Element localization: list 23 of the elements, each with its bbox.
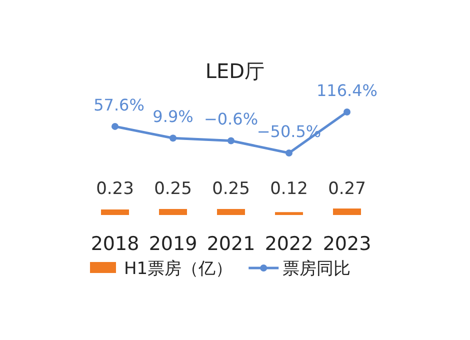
data-label: 0.23 <box>96 179 134 199</box>
x-tick-label: 2018 <box>90 233 140 255</box>
x-tick-label: 2021 <box>206 233 256 255</box>
data-label: 9.9% <box>152 107 194 126</box>
point <box>170 134 176 142</box>
x-tick-label: 2022 <box>264 233 314 255</box>
data-label: 0.25 <box>212 179 250 199</box>
point <box>286 150 292 156</box>
data-label: 0.27 <box>328 179 366 199</box>
data-label: 0.12 <box>270 179 308 199</box>
chart-title: LED厅 <box>205 59 265 83</box>
data-label: −0.6% <box>204 110 258 129</box>
x-tick-label: 2019 <box>148 233 198 255</box>
point <box>344 108 350 116</box>
x-tick-label: 2023 <box>322 233 372 255</box>
legend-label: 票房同比 <box>282 259 351 279</box>
point <box>112 122 118 130</box>
legend-label: H1票房（亿） <box>124 259 233 279</box>
data-label: −50.5% <box>256 122 322 141</box>
data-label: 0.25 <box>154 179 192 199</box>
data-label: 116.4% <box>316 81 378 100</box>
point <box>228 137 234 144</box>
data-label: 57.6% <box>94 95 144 114</box>
